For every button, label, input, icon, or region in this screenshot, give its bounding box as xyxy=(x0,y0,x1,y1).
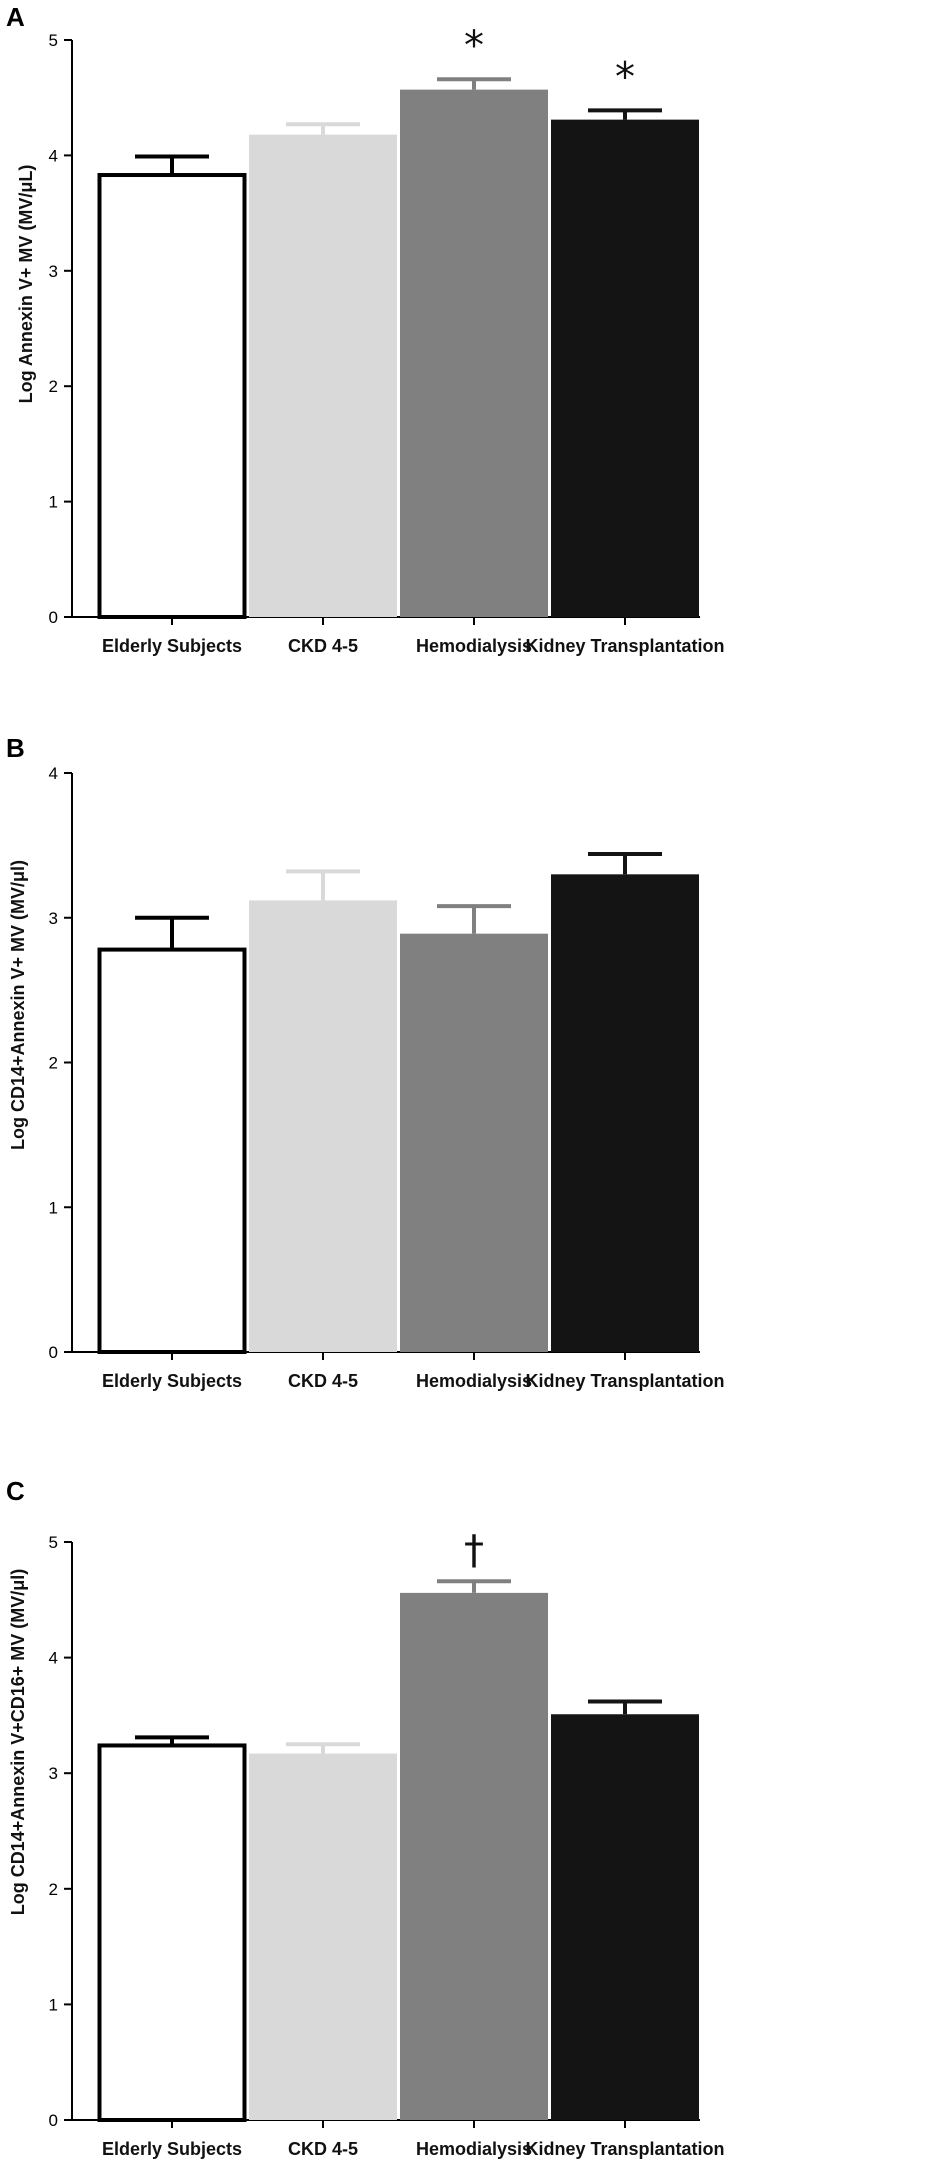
bar xyxy=(249,134,397,618)
bar xyxy=(97,947,247,1354)
y-axis-title: Log CD14+Annexin V+CD16+ MV (MV/μl) xyxy=(8,1569,28,1916)
y-axis-title: Log CD14+Annexin V+ MV (MV/μl) xyxy=(8,860,28,1150)
y-tick-label: 2 xyxy=(49,377,58,396)
bar xyxy=(97,1743,247,2123)
bar xyxy=(249,900,397,1352)
y-tick-label: 1 xyxy=(49,1995,58,2014)
y-tick-label: 1 xyxy=(49,493,58,512)
panel-c: C Log CD14+Annexin V+CD16+ MV (MV/μl) 0 1… xyxy=(6,1476,725,2159)
y-tick-label: 2 xyxy=(49,1880,58,1899)
significance-marker: * xyxy=(464,23,484,69)
x-tick-label: Elderly Subjects xyxy=(102,2139,242,2159)
panel-letter: A xyxy=(6,2,25,32)
significance-marker: * xyxy=(615,54,635,100)
panel-b: B Log CD14+Annexin V+ MV (MV/μl) 0 1 2 3 4 El… xyxy=(6,733,725,1391)
x-tick-label: CKD 4-5 xyxy=(288,1371,358,1391)
y-tick-label: 4 xyxy=(49,764,58,783)
bar xyxy=(249,1753,397,2120)
y-tick-label: 3 xyxy=(49,1764,58,1783)
y-axis-title: Log Annexin V+ MV (MV/μL) xyxy=(16,165,36,404)
y-tick-label: 0 xyxy=(49,2111,58,2130)
x-tick-label: Kidney Transplantation xyxy=(525,2139,724,2159)
panel-letter: B xyxy=(6,733,25,763)
y-tick-label: 0 xyxy=(49,608,58,627)
y-tick-label: 2 xyxy=(49,1054,58,1073)
y-tick-label: 5 xyxy=(49,31,58,50)
panel-letter: C xyxy=(6,1476,25,1506)
x-tick-label: Hemodialysis xyxy=(416,636,532,656)
x-tick-label: Elderly Subjects xyxy=(102,636,242,656)
y-tick-label: 4 xyxy=(49,1649,58,1668)
bar xyxy=(97,173,247,619)
y-tick-label: 1 xyxy=(49,1198,58,1217)
x-tick-label: CKD 4-5 xyxy=(288,636,358,656)
significance-marker: † xyxy=(464,1527,484,1573)
bar xyxy=(551,874,699,1352)
x-tick-label: CKD 4-5 xyxy=(288,2139,358,2159)
x-tick-label: Elderly Subjects xyxy=(102,1371,242,1391)
y-tick-label: 3 xyxy=(49,909,58,928)
y-tick-label: 5 xyxy=(49,1533,58,1552)
y-tick-label: 4 xyxy=(49,146,58,165)
y-tick-label: 3 xyxy=(49,262,58,281)
y-tick-label: 0 xyxy=(49,1343,58,1362)
x-tick-label: Hemodialysis xyxy=(416,2139,532,2159)
bar xyxy=(551,119,699,617)
panel-a: A Log Annexin V+ MV (MV/μL) 0 1 2 3 4 5 Elderl… xyxy=(6,2,725,656)
bar xyxy=(551,1714,699,2120)
x-tick-label: Kidney Transplantation xyxy=(525,636,724,656)
bar xyxy=(400,1592,548,2120)
bar xyxy=(400,89,548,617)
bar xyxy=(400,933,548,1352)
x-tick-label: Kidney Transplantation xyxy=(525,1371,724,1391)
x-tick-label: Hemodialysis xyxy=(416,1371,532,1391)
